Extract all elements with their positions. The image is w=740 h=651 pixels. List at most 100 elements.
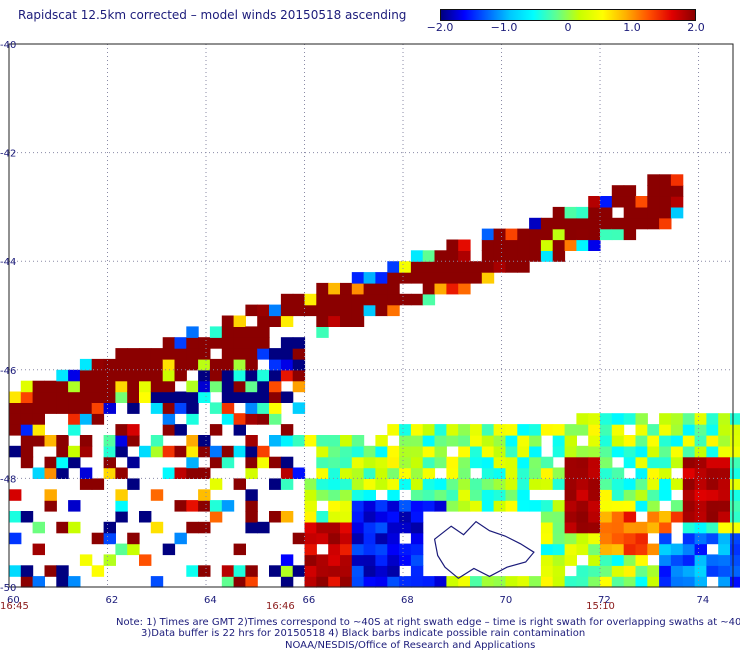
heatmap-cell [221, 391, 235, 403]
heatmap-cell [694, 521, 707, 534]
heatmap-cell [115, 489, 128, 501]
heatmap-cell [79, 554, 93, 566]
heatmap-cell [410, 521, 424, 534]
heatmap-cell [56, 380, 69, 393]
heatmap-cell [399, 500, 412, 512]
plot-frame [8, 43, 734, 588]
heatmap-cell [481, 261, 495, 273]
heatmap-cell [682, 445, 696, 458]
heatmap-cell [280, 348, 294, 360]
heatmap-cell [470, 272, 483, 284]
heatmap-cell [446, 467, 459, 479]
colorbar-tick-label: −1.0 [490, 21, 518, 34]
heatmap-cell [328, 543, 341, 556]
heatmap-cell [422, 435, 436, 447]
heatmap-cell [269, 565, 282, 577]
heatmap-cell [718, 554, 731, 566]
heatmap-cell [20, 402, 34, 414]
heatmap-cell [682, 478, 696, 490]
heatmap-cell [56, 445, 69, 458]
heatmap-cell [44, 489, 57, 501]
heatmap-cell [730, 413, 740, 425]
heatmap-cell [209, 445, 223, 458]
heatmap-cell [91, 358, 105, 371]
heatmap-cell [32, 424, 45, 436]
heatmap-cell [363, 543, 376, 556]
heatmap-cell [458, 500, 471, 512]
heatmap-cell [387, 304, 400, 317]
heatmap-cell [694, 424, 707, 436]
heatmap-cell [233, 576, 246, 588]
heatmap-cell [387, 282, 400, 295]
heatmap-cell [139, 369, 152, 382]
heatmap-cell [576, 239, 589, 251]
heatmap-cell [623, 521, 637, 534]
heatmap-cell [588, 228, 601, 241]
heatmap-cell [340, 565, 353, 577]
heatmap-cell [611, 489, 625, 501]
heatmap-cell [623, 532, 637, 545]
heatmap-cell [611, 185, 625, 197]
heatmap-cell [351, 576, 365, 588]
heatmap-cell [623, 576, 637, 588]
heatmap-cell [221, 576, 235, 588]
heatmap-cell [375, 293, 388, 306]
heatmap-cell [340, 445, 353, 458]
heatmap-cell [730, 424, 740, 436]
heatmap-cell [316, 521, 329, 534]
heatmap-cell [517, 500, 530, 512]
heatmap-cell [221, 500, 235, 512]
heatmap-cell [127, 402, 140, 414]
heatmap-cell [517, 261, 530, 273]
heatmap-cell [730, 435, 740, 447]
heatmap-cell [481, 489, 495, 501]
heatmap-cell [611, 521, 625, 534]
heatmap-cell [316, 467, 329, 479]
heatmap-cell [269, 456, 282, 469]
heatmap-cell [706, 413, 719, 425]
heatmap-cell [540, 478, 554, 490]
heatmap-cell [588, 576, 601, 588]
heatmap-cell [387, 532, 400, 545]
heatmap-cell [162, 402, 176, 414]
heatmap-cell [576, 217, 589, 230]
heatmap-cell [245, 445, 258, 458]
heatmap-cell [410, 293, 424, 306]
heatmap-cell [233, 565, 246, 577]
heatmap-cell [186, 500, 199, 512]
heatmap-cell [79, 413, 93, 425]
heatmap-cell [647, 206, 660, 219]
heatmap-cell [458, 239, 471, 251]
heatmap-cell [706, 489, 719, 501]
heatmap-cell [422, 272, 436, 284]
heatmap-cell [233, 326, 246, 338]
heatmap-cell [635, 532, 648, 545]
heatmap-cell [505, 228, 518, 241]
heatmap-cell [694, 565, 707, 577]
heatmap-cell [564, 445, 577, 458]
heatmap-cell [221, 348, 235, 360]
heatmap-cell [328, 565, 341, 577]
heatmap-cell [351, 282, 365, 295]
heatmap-cell [221, 445, 235, 458]
heatmap-cell [221, 337, 235, 349]
heatmap-cell [706, 565, 719, 577]
heatmap-cell [209, 337, 223, 349]
heatmap-cell [209, 369, 223, 382]
colorbar [440, 9, 696, 21]
heatmap-cell [292, 304, 306, 317]
heatmap-cell [647, 467, 660, 479]
y-tick-label: -48 [0, 474, 16, 485]
heatmap-cell [540, 467, 554, 479]
heatmap-cell [162, 358, 176, 371]
heatmap-cell [150, 435, 164, 447]
heatmap-cell [588, 521, 601, 534]
heatmap-cell [68, 380, 81, 393]
heatmap-cell [292, 532, 306, 545]
heatmap-cell [635, 521, 648, 534]
heatmap-cell [458, 445, 471, 458]
heatmap-cell [635, 435, 648, 447]
heatmap-cell [351, 565, 365, 577]
heatmap-cell [600, 435, 613, 447]
heatmap-cell [127, 358, 140, 371]
